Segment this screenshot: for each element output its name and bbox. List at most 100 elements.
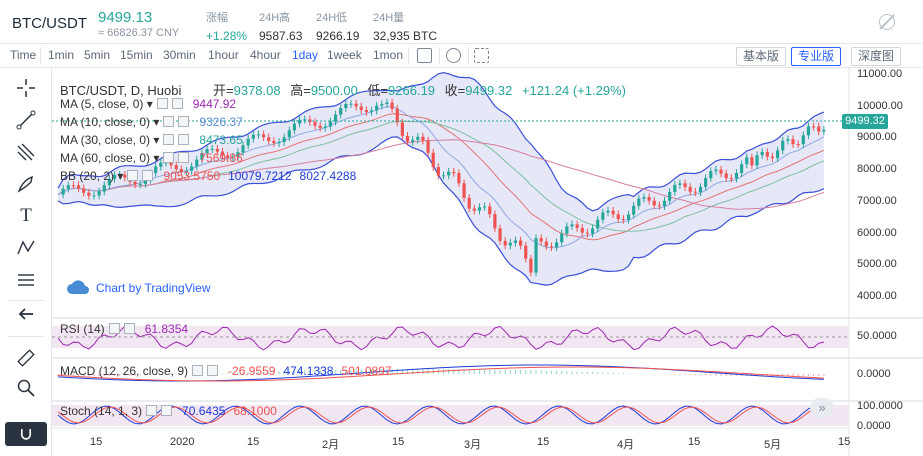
indicator-value: 70.6435 xyxy=(182,404,226,418)
back-arrow-icon[interactable] xyxy=(16,304,36,324)
candle-body xyxy=(724,173,728,179)
fib-tool-icon[interactable] xyxy=(16,142,36,162)
basic-version-button[interactable]: 基本版 xyxy=(736,47,787,66)
fullscreen-icon[interactable] xyxy=(474,48,489,63)
candle-body xyxy=(822,129,826,132)
candle-body xyxy=(776,150,780,159)
candle-body xyxy=(200,153,204,160)
candle-body xyxy=(801,135,805,145)
tf-30min[interactable]: 30min xyxy=(163,48,196,62)
chart-type-icon[interactable] xyxy=(417,48,432,63)
trendline-icon[interactable] xyxy=(16,110,36,130)
indicator-legend[interactable]: MACD (12, 26, close, 9) -26.9559 474.1338 5… xyxy=(60,364,392,378)
candle-body xyxy=(411,139,415,142)
candle-body xyxy=(714,169,718,172)
brush-icon[interactable] xyxy=(16,174,36,194)
indicator-name: Stoch (14, 1, 3) xyxy=(60,404,143,418)
crosshair-icon[interactable] xyxy=(16,78,36,98)
pro-version-button[interactable]: 专业版 xyxy=(791,47,842,66)
candle-body xyxy=(493,214,497,229)
measure-icon[interactable] xyxy=(16,270,36,290)
indicator-value: 501.0897 xyxy=(341,364,392,378)
tf-1min[interactable]: 1min xyxy=(48,48,75,62)
scroll-right-icon[interactable]: » xyxy=(810,398,834,418)
hide-eye-icon[interactable] xyxy=(879,14,895,30)
candle-body xyxy=(205,149,209,154)
candle-body xyxy=(184,170,189,172)
candle-body xyxy=(585,232,590,234)
tf-time[interactable]: Time xyxy=(10,48,37,62)
candle-body xyxy=(560,233,564,243)
candle-body xyxy=(554,242,559,248)
ruler-icon[interactable] xyxy=(16,348,36,368)
candle-body xyxy=(524,245,528,259)
tf-5min[interactable]: 5min xyxy=(84,48,111,62)
indicator-name: MA (60, close, 0) ▾ xyxy=(60,151,160,165)
candle-body xyxy=(673,184,677,192)
price-axis-tick: 10000.00 xyxy=(857,99,903,112)
indicator-legend[interactable]: Stoch (14, 1, 3) 70.6435 68.1000 xyxy=(60,404,277,418)
candle-body xyxy=(688,187,692,192)
candle-body xyxy=(642,197,646,199)
candle-body xyxy=(251,134,255,139)
depth-chart-button[interactable]: 深度图 xyxy=(851,47,902,66)
tradingview-watermark[interactable]: Chart by TradingView xyxy=(66,278,211,296)
tf-1mon[interactable]: 1mon xyxy=(373,48,404,62)
candle-body xyxy=(693,191,697,193)
price-axis-tick: 7000.00 xyxy=(857,194,897,207)
stat-value: 9587.63 xyxy=(259,29,303,43)
tf-1week[interactable]: 1week xyxy=(327,48,362,62)
candle-body xyxy=(683,183,687,188)
indicator-value: 10079.7212 xyxy=(228,169,292,183)
candle-body xyxy=(770,156,775,159)
candle-body xyxy=(318,125,322,128)
tf-1day[interactable]: 1day xyxy=(292,48,319,62)
zoom-in-icon[interactable] xyxy=(16,378,36,398)
bb-basis-line xyxy=(57,113,825,241)
close-icon xyxy=(142,170,154,181)
magnet-icon[interactable] xyxy=(5,422,47,446)
text-tool-icon[interactable]: T xyxy=(20,205,32,226)
candle-body xyxy=(272,140,276,144)
candle-body xyxy=(174,165,178,170)
indicator-legend[interactable]: MA (30, close, 0) ▾ 8473.65 xyxy=(60,133,243,147)
indicator-legend[interactable]: MA (5, close, 0) ▾ 9447.92 xyxy=(60,97,236,111)
candle-body xyxy=(452,171,456,174)
date-axis-tick: 15 xyxy=(688,436,701,448)
candle-body xyxy=(513,240,518,243)
candle-body xyxy=(210,148,214,150)
indicator-legend[interactable]: MA (10, close, 0) ▾ 9326.37 xyxy=(60,115,243,129)
candle-body xyxy=(472,208,476,211)
date-axis-tick: 15 xyxy=(537,436,550,448)
candle-body xyxy=(364,110,368,113)
candle-body xyxy=(123,174,127,178)
candle-body xyxy=(806,126,811,136)
indicator-value: 9053.5750 xyxy=(163,169,221,183)
candle-body xyxy=(750,157,754,166)
candle-body xyxy=(477,207,482,211)
settings-gear-icon[interactable] xyxy=(446,48,461,63)
candle-body xyxy=(66,185,70,189)
pattern-icon[interactable] xyxy=(16,238,36,258)
tf-15min[interactable]: 15min xyxy=(120,48,153,62)
indicator-legend[interactable]: BB (20, 2) ▾ 9053.5750 10079.7212 8027.4288 xyxy=(60,169,356,183)
candle-body xyxy=(647,197,651,201)
stat-label: 24H低 xyxy=(316,12,348,24)
indicator-legend[interactable]: MA (60, close, 0) ▾ 7569.86 xyxy=(60,151,243,165)
candle-body xyxy=(390,102,394,109)
tf-4hour[interactable]: 4hour xyxy=(250,48,281,62)
tf-1hour[interactable]: 1hour xyxy=(208,48,239,62)
candle-body xyxy=(385,102,389,105)
candle-body xyxy=(359,106,363,111)
candle-body xyxy=(421,136,425,141)
date-axis-tick: 3月 xyxy=(464,439,482,451)
price-chart[interactable]: BTC/USDT, D, Huobi 开=9378.08 高=9500.00 低… xyxy=(52,68,923,456)
indicator-legend[interactable]: RSI (14) 61.8354 xyxy=(60,322,188,336)
indicator-name: MA (30, close, 0) ▾ xyxy=(60,133,160,147)
indicator-axis-tick: 0.0000 xyxy=(857,420,891,432)
bb-upper-line xyxy=(57,72,825,212)
candle-body xyxy=(637,198,641,206)
ohlc-legend: BTC/USDT, D, Huobi 开=9378.08 高=9500.00 低… xyxy=(60,83,626,98)
stat-value: +1.28% xyxy=(206,29,248,43)
stat-value: 32,935 BTC xyxy=(373,29,438,43)
